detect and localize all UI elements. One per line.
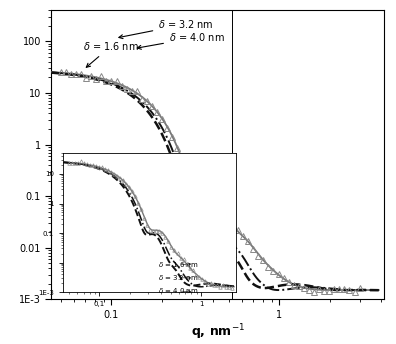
Text: $\delta$ = 3.2 nm: $\delta$ = 3.2 nm — [119, 18, 213, 39]
X-axis label: q, nm$^{-1}$: q, nm$^{-1}$ — [191, 322, 245, 342]
Text: $\delta$ = 4.0 nm: $\delta$ = 4.0 nm — [137, 31, 225, 49]
Text: $\delta$ = 1.6 nm: $\delta$ = 1.6 nm — [83, 40, 139, 67]
